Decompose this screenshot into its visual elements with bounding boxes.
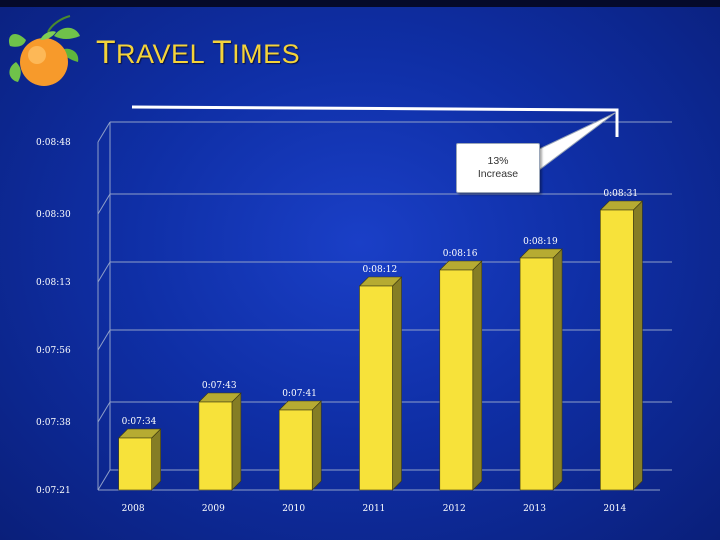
data-label: 0:08:12 [363,265,398,275]
x-tick-label: 2010 [282,504,305,514]
x-tick-label: 2008 [122,504,145,514]
bar-side [472,260,483,491]
increase-callout: 13% Increase [456,143,540,193]
bar [278,409,313,491]
orange-logo-icon [8,15,80,86]
bar-side [392,276,402,491]
callout-percent: 13% [487,155,509,167]
bar-side [231,392,242,491]
x-tick-label: 2011 [363,504,386,514]
bar-side [151,428,161,491]
x-tick-label: 2012 [443,504,466,514]
data-label: 0:08:16 [443,249,478,259]
gridline-diagonal [97,329,111,351]
y-tick-label: 0:07:56 [36,346,71,356]
x-tick-label: 2014 [603,504,626,514]
data-label: 0:08:31 [603,189,638,199]
y-tick-label: 0:07:21 [36,486,71,496]
data-label: 0:07:34 [122,417,157,427]
bar [439,269,474,491]
y-tick-label: 0:08:30 [36,210,71,220]
gridline-diagonal [97,121,111,143]
bar-side [311,400,322,491]
bar [600,209,634,491]
gridline-diagonal [97,193,111,215]
title-rest-1: RAVEL [116,39,213,69]
y-tick-label: 0:08:48 [36,138,71,148]
bar-side [552,248,563,491]
data-label: 0:07:41 [282,389,317,399]
x-tick-label: 2009 [202,504,225,514]
title-initial-2: T [212,34,233,70]
bar [519,257,554,491]
x-tick-label: 2013 [523,504,546,514]
gridline-diagonal [97,261,111,283]
bracket-line [131,105,619,137]
slide-title: TRAVEL TIMES [96,34,300,71]
y-tick-label: 0:07:38 [36,418,71,428]
data-label: 0:08:19 [523,237,558,247]
top-border [0,0,720,7]
bar-side [633,200,643,491]
data-label: 0:07:43 [202,381,237,391]
gridline-diagonal [97,469,111,491]
callout-text: Increase [477,168,519,180]
gridline-diagonal [97,401,111,423]
y-tick-label: 0:08:13 [36,278,71,288]
bar [118,437,152,491]
bar [359,285,393,491]
bar [198,401,233,491]
title-initial-1: T [96,34,117,70]
title-rest-2: IMES [232,39,301,69]
